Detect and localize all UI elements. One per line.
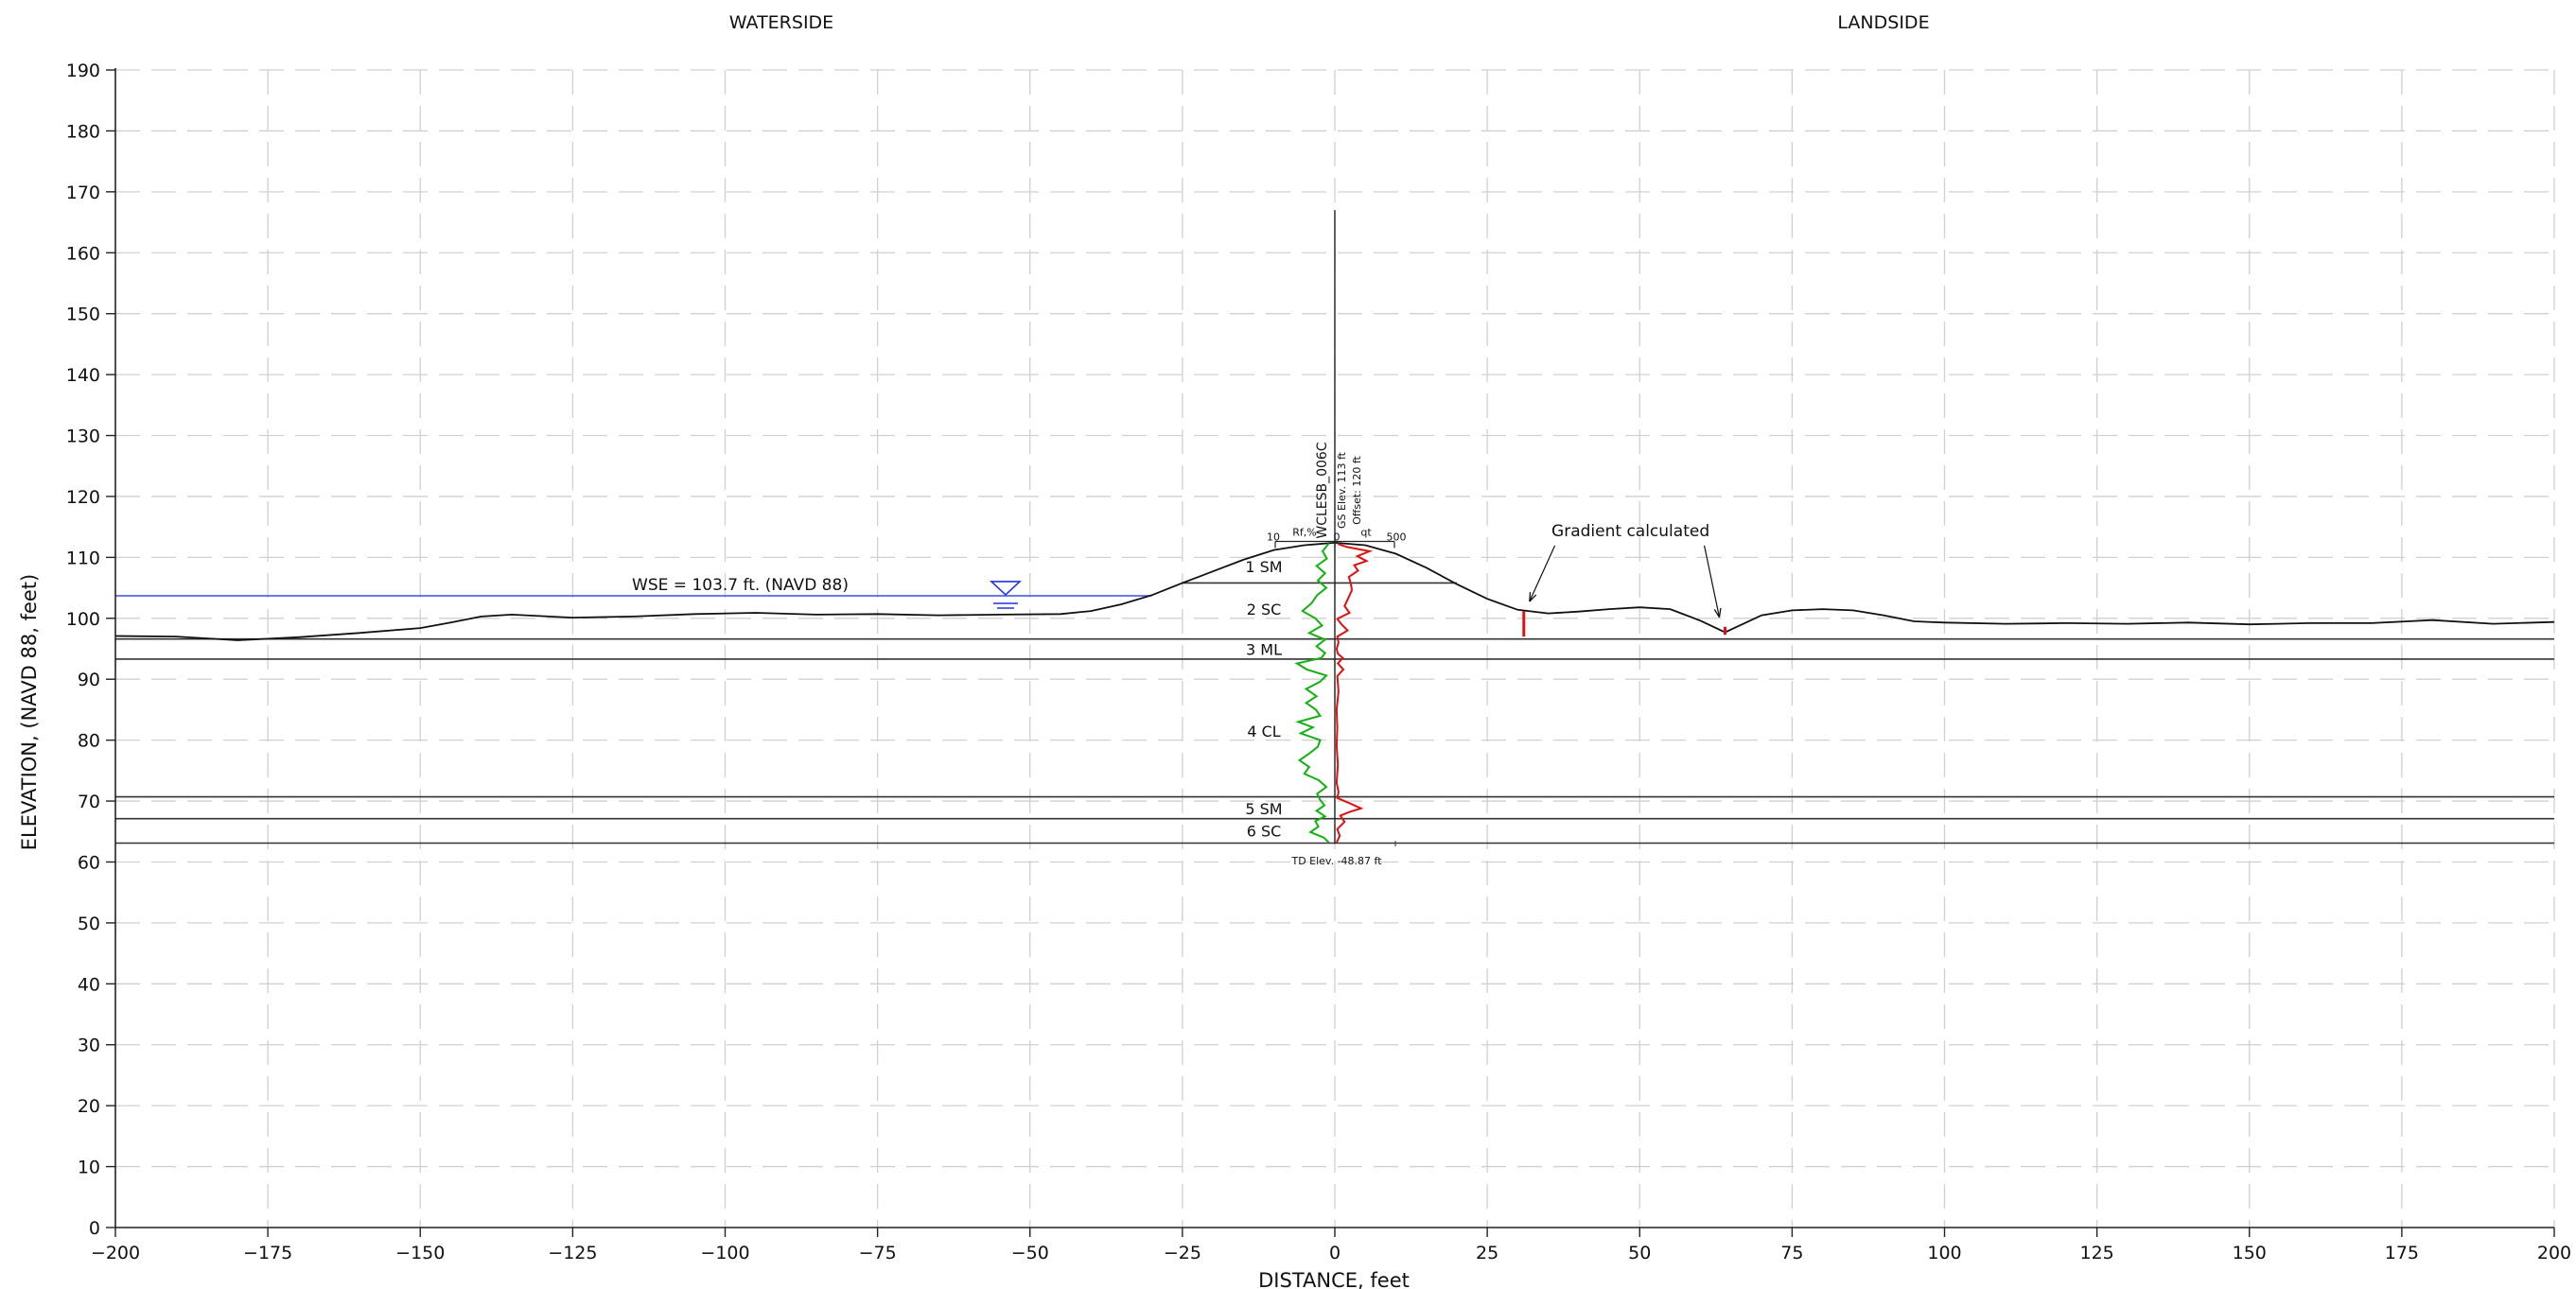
gradient-annotation: Gradient calculated — [1522, 522, 1726, 637]
y-tick-label: 190 — [66, 61, 100, 81]
tip-resistance-trace — [1335, 543, 1374, 844]
y-tick-label: 0 — [89, 1218, 100, 1239]
y-tick-label: 10 — [78, 1158, 100, 1178]
y-tick-label: 90 — [78, 670, 100, 690]
x-axis-title: DISTANCE, feet — [1258, 1269, 1410, 1289]
y-tick-label: 120 — [66, 487, 100, 508]
x-tick-label: −25 — [1164, 1243, 1201, 1263]
y-tick-label: 80 — [78, 731, 100, 752]
landside-label: LANDSIDE — [1837, 12, 1929, 33]
y-tick-label: 150 — [66, 305, 100, 325]
waterside-label: WATERSIDE — [729, 12, 833, 33]
friction-ratio-trace — [1294, 542, 1330, 844]
soil-layer-label: 3 ML — [1246, 641, 1282, 659]
y-axis-title: ELEVATION, (NAVD 88, feet) — [18, 574, 41, 850]
x-tick-label: −125 — [548, 1243, 597, 1263]
soil-layer-label: 2 SC — [1247, 601, 1282, 618]
y-tick-label: 180 — [66, 121, 100, 142]
x-tick-label: 125 — [2079, 1243, 2113, 1263]
boring-name: WCLESB_006C — [1315, 442, 1330, 538]
boring-scale-zero: 0 — [1334, 531, 1341, 543]
ground-profile-group — [114, 541, 2555, 641]
gradient-leader-line — [1529, 545, 1556, 602]
y-tick-label: 140 — [66, 365, 100, 386]
x-tick-label: −75 — [859, 1243, 897, 1263]
x-tick-label: 150 — [2233, 1243, 2267, 1263]
soil-layer-label: 5 SM — [1245, 800, 1282, 818]
y-tick-label: 110 — [66, 548, 100, 568]
y-tick-label: 100 — [66, 609, 100, 630]
boring-gs-elevation: GS Elev. 113 ft — [1336, 451, 1348, 529]
water-surface: WSE = 103.7 ft. (NAVD 88) — [115, 576, 1152, 609]
x-tick-label: 50 — [1628, 1243, 1651, 1263]
soil-layer-label: 6 SC — [1247, 823, 1282, 841]
boring-scale-left-name: Rf,% — [1292, 526, 1316, 538]
y-tick-label: 30 — [78, 1036, 100, 1056]
x-tick-label: 75 — [1780, 1243, 1803, 1263]
water-surface-label: WSE = 103.7 ft. (NAVD 88) — [632, 576, 849, 595]
gradient-label: Gradient calculated — [1551, 522, 1709, 541]
y-tick-label: 70 — [78, 792, 100, 812]
y-tick-label: 20 — [78, 1096, 100, 1117]
gradient-arrow-icon — [1713, 607, 1722, 618]
y-tick-label: 170 — [66, 183, 100, 203]
x-tick-label: −100 — [700, 1243, 749, 1263]
water-level-marker-icon — [989, 581, 1022, 597]
x-tick-label: 100 — [1927, 1243, 1961, 1263]
y-tick-label: 60 — [78, 852, 100, 873]
y-tick-label: 40 — [78, 974, 100, 995]
x-tick-label: −150 — [395, 1243, 445, 1263]
boring-td-elevation: TD Elev. -48.87 ft — [1290, 855, 1382, 867]
x-tick-label: −50 — [1011, 1243, 1049, 1263]
y-tick-label: 160 — [66, 243, 100, 264]
x-tick-label: −175 — [243, 1243, 292, 1263]
ground-profile-line — [114, 541, 2555, 641]
boring-offset: Offset: 120 ft — [1351, 455, 1363, 524]
gradient-arrow-icon — [1529, 592, 1537, 602]
gradient-leader-line — [1703, 545, 1721, 618]
x-tick-label: −200 — [91, 1243, 140, 1263]
y-tick-label: 130 — [66, 427, 100, 447]
boring-scale-right-value: 500 — [1387, 531, 1407, 543]
y-tick-label: 50 — [78, 914, 100, 934]
x-tick-label: 0 — [1329, 1243, 1341, 1263]
x-tick-label: 200 — [2537, 1243, 2571, 1263]
boring-scale-right-name: qt — [1360, 526, 1372, 538]
soil-layer-label: 4 CL — [1247, 723, 1280, 740]
axes: −200 −175 −150 −125 −100 −75 −50 −25 0 25 50 75 100 1… — [66, 61, 2571, 1263]
x-tick-label: 175 — [2385, 1243, 2419, 1263]
soil-layer-label: 1 SM — [1245, 558, 1282, 576]
boring-log: 10 Rf,% 0 qt 500 WCLESB_006C GS Elev. 113 ft Of… — [1245, 210, 1407, 867]
x-tick-label: 25 — [1476, 1243, 1498, 1263]
boring-scale-left-value: 10 — [1267, 531, 1280, 543]
